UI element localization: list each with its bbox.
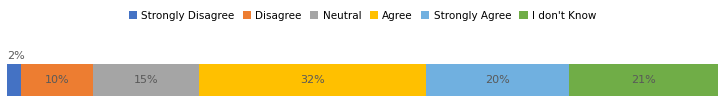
Text: 2%: 2% <box>7 52 25 61</box>
Bar <box>22 64 93 96</box>
Bar <box>568 64 718 96</box>
Bar <box>7 64 22 96</box>
Text: 20%: 20% <box>485 75 510 85</box>
Bar <box>93 64 199 96</box>
Bar <box>426 64 568 96</box>
Legend: Strongly Disagree, Disagree, Neutral, Agree, Strongly Agree, I don't Know: Strongly Disagree, Disagree, Neutral, Ag… <box>129 10 596 20</box>
Bar <box>199 64 426 96</box>
Text: 21%: 21% <box>631 75 655 85</box>
Text: 15%: 15% <box>133 75 158 85</box>
Text: 32%: 32% <box>300 75 325 85</box>
Text: 10%: 10% <box>45 75 70 85</box>
